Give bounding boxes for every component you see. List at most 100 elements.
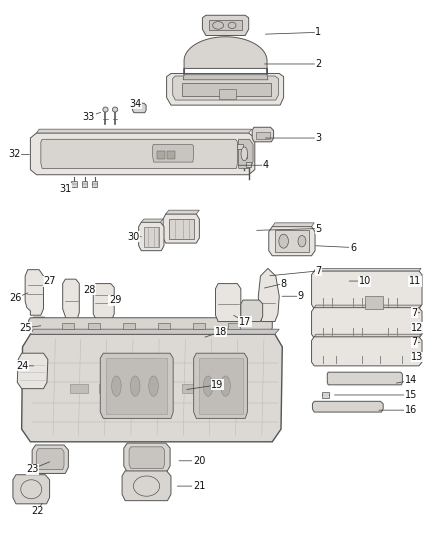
Polygon shape	[166, 210, 199, 214]
Text: 3: 3	[265, 133, 321, 143]
Bar	[62, 323, 74, 329]
Polygon shape	[70, 384, 88, 393]
Polygon shape	[314, 305, 421, 308]
Bar	[82, 181, 87, 188]
Ellipse shape	[241, 147, 247, 161]
Bar	[167, 151, 175, 159]
Text: 9: 9	[282, 291, 304, 301]
Polygon shape	[215, 284, 241, 321]
Ellipse shape	[131, 376, 140, 396]
Polygon shape	[272, 223, 314, 227]
Text: 19: 19	[187, 380, 223, 390]
Polygon shape	[163, 214, 199, 243]
Polygon shape	[25, 270, 43, 315]
Polygon shape	[149, 384, 167, 393]
Bar	[246, 162, 251, 167]
Polygon shape	[106, 358, 167, 414]
Text: 21: 21	[177, 481, 205, 491]
Text: 33: 33	[83, 111, 101, 122]
Text: 2: 2	[265, 59, 321, 69]
Polygon shape	[269, 227, 315, 256]
Text: 7: 7	[411, 337, 420, 348]
Text: 5: 5	[257, 223, 321, 233]
Bar	[88, 323, 100, 329]
Bar	[242, 153, 247, 158]
Polygon shape	[169, 219, 194, 239]
Text: 10: 10	[349, 276, 371, 286]
Polygon shape	[202, 15, 249, 36]
Text: 26: 26	[10, 293, 28, 303]
Text: 18: 18	[205, 327, 227, 337]
Polygon shape	[141, 219, 163, 222]
Ellipse shape	[203, 376, 213, 396]
Bar	[193, 323, 205, 329]
Bar	[158, 323, 170, 329]
Bar	[157, 151, 165, 159]
Ellipse shape	[213, 21, 223, 29]
Polygon shape	[41, 139, 237, 168]
Polygon shape	[258, 269, 279, 321]
Polygon shape	[93, 284, 114, 319]
Text: 32: 32	[9, 149, 29, 159]
Ellipse shape	[103, 107, 108, 112]
Polygon shape	[365, 296, 383, 309]
Text: 24: 24	[16, 361, 34, 371]
Text: 34: 34	[130, 99, 142, 109]
Polygon shape	[31, 317, 47, 332]
Text: 7: 7	[411, 308, 420, 318]
Polygon shape	[28, 318, 272, 332]
Polygon shape	[30, 133, 255, 175]
Text: 15: 15	[335, 390, 417, 400]
Text: 11: 11	[409, 276, 421, 286]
Polygon shape	[182, 83, 272, 95]
Ellipse shape	[112, 376, 121, 396]
Polygon shape	[199, 358, 243, 414]
Text: 29: 29	[109, 295, 121, 305]
Polygon shape	[241, 300, 263, 321]
Ellipse shape	[228, 22, 236, 29]
Polygon shape	[99, 384, 117, 393]
Text: 7: 7	[270, 266, 321, 276]
Polygon shape	[122, 471, 171, 500]
Polygon shape	[133, 103, 146, 112]
Polygon shape	[275, 230, 309, 252]
Bar	[322, 392, 329, 398]
Polygon shape	[139, 222, 164, 251]
Ellipse shape	[298, 236, 306, 247]
Polygon shape	[17, 353, 48, 389]
Text: 1: 1	[265, 27, 321, 37]
Text: 8: 8	[265, 279, 286, 288]
Ellipse shape	[279, 234, 288, 248]
Polygon shape	[209, 20, 242, 30]
Ellipse shape	[113, 107, 118, 112]
Text: 30: 30	[127, 232, 141, 242]
Text: 12: 12	[411, 323, 424, 333]
Bar	[237, 144, 243, 149]
Text: 31: 31	[60, 183, 72, 193]
Polygon shape	[327, 372, 403, 385]
Text: 4: 4	[238, 160, 269, 170]
Polygon shape	[182, 384, 200, 393]
Text: 16: 16	[379, 405, 417, 415]
Polygon shape	[63, 279, 79, 319]
Polygon shape	[124, 443, 170, 472]
Polygon shape	[144, 227, 159, 247]
Text: 6: 6	[316, 243, 356, 253]
Bar	[71, 181, 77, 188]
Polygon shape	[252, 127, 274, 142]
Polygon shape	[194, 353, 247, 418]
Ellipse shape	[221, 376, 230, 396]
Polygon shape	[152, 144, 194, 162]
Polygon shape	[184, 37, 267, 75]
Polygon shape	[100, 353, 173, 418]
Polygon shape	[183, 75, 268, 80]
Polygon shape	[239, 139, 253, 168]
Text: 28: 28	[83, 285, 95, 295]
Text: 23: 23	[26, 462, 49, 474]
Polygon shape	[314, 334, 421, 337]
Polygon shape	[311, 337, 422, 366]
Polygon shape	[32, 445, 68, 473]
Bar	[92, 181, 97, 188]
Polygon shape	[21, 334, 283, 442]
Polygon shape	[214, 384, 232, 393]
